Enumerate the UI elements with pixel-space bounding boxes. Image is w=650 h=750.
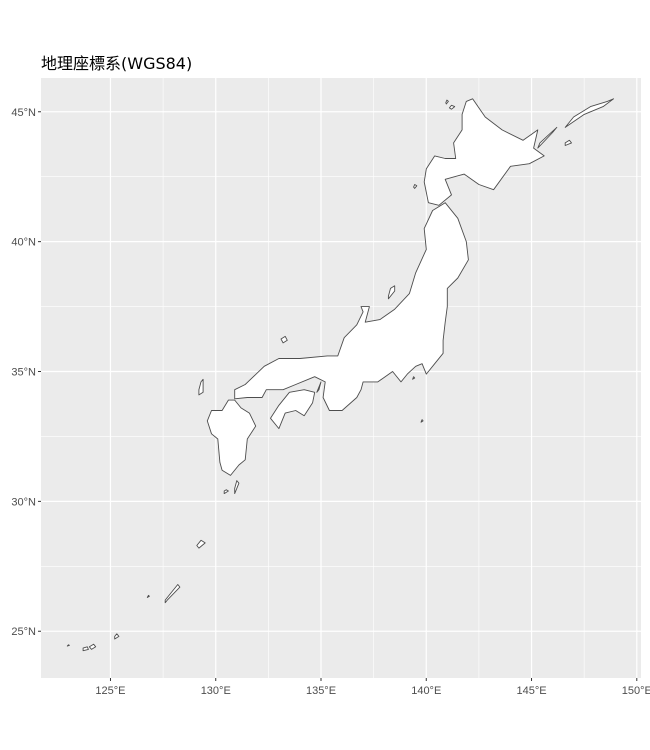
x-tick-label: 140°E — [411, 685, 441, 697]
y-tick-label: 25°N — [11, 626, 36, 638]
x-tick-label: 125°E — [95, 685, 125, 697]
y-tick-label: 40°N — [11, 237, 36, 249]
x-tick-label: 150°E — [622, 685, 650, 697]
x-tick-label: 130°E — [201, 685, 231, 697]
y-tick-label: 30°N — [11, 496, 36, 508]
x-tick-label: 145°E — [516, 685, 546, 697]
x-axis: 125°E 130°E 135°E 140°E 145°E 150°E — [95, 678, 650, 697]
y-tick-label: 35°N — [11, 367, 36, 379]
x-tick-label: 135°E — [306, 685, 336, 697]
y-axis: 25°N 30°N 35°N 40°N 45°N — [11, 107, 41, 638]
y-tick-label: 45°N — [11, 107, 36, 119]
